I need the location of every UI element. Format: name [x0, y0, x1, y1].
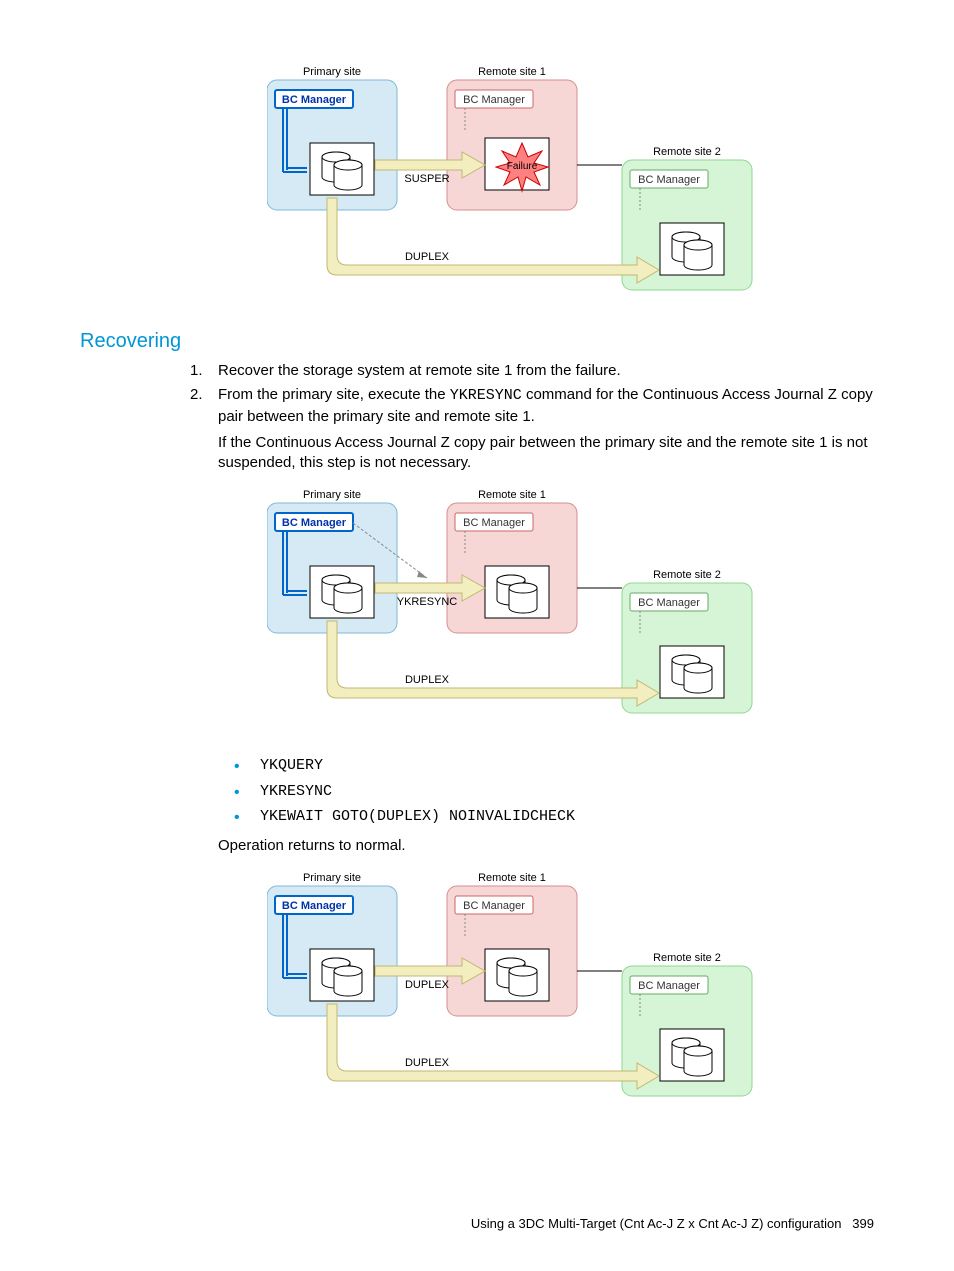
step-2-note: If the Continuous Access Journal Z copy …	[218, 433, 874, 474]
page: Primary site BC Manager Remote site 1 BC…	[0, 0, 954, 1271]
d3-remote2-label: Remote site 2	[653, 952, 721, 964]
diagram-3-wrap: Primary site BC Manager Remote site 1 BC…	[160, 866, 874, 1116]
d2-remote1-label: Remote site 1	[478, 489, 546, 501]
d2-primary-storage	[310, 566, 374, 618]
cmd-ykresync: YKRESYNC	[230, 779, 874, 805]
d2-remote1-storage	[485, 566, 549, 618]
d3-remote1-storage	[485, 949, 549, 1001]
susper-label: SUSPER	[404, 173, 449, 185]
primary-storage	[310, 143, 374, 195]
diagram-1: Primary site BC Manager Remote site 1 BC…	[267, 60, 767, 310]
diagram-1-svg: Primary site BC Manager Remote site 1 BC…	[267, 60, 767, 310]
d2-bc-primary-text: BC Manager	[282, 517, 347, 529]
remote2-label: Remote site 2	[653, 146, 721, 158]
recovery-steps: Recover the storage system at remote sit…	[190, 361, 874, 473]
footer-text: Using a 3DC Multi-Target (Cnt Ac-J Z x C…	[471, 1216, 842, 1231]
remote1-label: Remote site 1	[478, 66, 546, 78]
recovering-heading: Recovering	[80, 330, 874, 353]
closing-text: Operation returns to normal.	[218, 836, 874, 856]
primary-label: Primary site	[303, 66, 361, 78]
d2-remote2-storage	[660, 646, 724, 698]
diagram-2-wrap: Primary site BC Manager Remote site 1 BC…	[160, 483, 874, 733]
step-1-text: Recover the storage system at remote sit…	[218, 362, 621, 379]
d3-primary-storage	[310, 949, 374, 1001]
bc-remote2-text: BC Manager	[638, 174, 700, 186]
diagram-3: Primary site BC Manager Remote site 1 BC…	[267, 866, 767, 1116]
diagram-2: Primary site BC Manager Remote site 1 BC…	[267, 483, 767, 733]
d3-remote1-label: Remote site 1	[478, 872, 546, 884]
duplex-label-top: DUPLEX	[405, 979, 450, 991]
d2-bc-remote1-text: BC Manager	[463, 517, 525, 529]
arrow-duplex-bot: DUPLEX	[327, 1004, 659, 1089]
diagram-3-svg: Primary site BC Manager Remote site 1 BC…	[267, 866, 767, 1116]
bc-remote1-text: BC Manager	[463, 94, 525, 106]
step-2-cmd: YKRESYNC	[450, 387, 522, 404]
d2-primary-label: Primary site	[303, 489, 361, 501]
remote2-storage	[660, 223, 724, 275]
d3-primary-label: Primary site	[303, 872, 361, 884]
arrow-duplex-2: DUPLEX	[327, 621, 659, 706]
arrow-duplex-1: DUPLEX	[327, 198, 659, 283]
bc-primary-text: BC Manager	[282, 94, 347, 106]
duplex-label-1: DUPLEX	[405, 251, 450, 263]
page-footer: Using a 3DC Multi-Target (Cnt Ac-J Z x C…	[471, 1216, 874, 1231]
d3-remote2-storage	[660, 1029, 724, 1081]
step-2: From the primary site, execute the YKRES…	[190, 385, 874, 473]
page-number: 399	[852, 1216, 874, 1231]
diagram-2-svg: Primary site BC Manager Remote site 1 BC…	[267, 483, 767, 733]
d2-bc-remote2-text: BC Manager	[638, 597, 700, 609]
cmd-ykquery: YKQUERY	[230, 753, 874, 779]
d3-bc-remote1-text: BC Manager	[463, 900, 525, 912]
duplex-label-bot: DUPLEX	[405, 1057, 450, 1069]
d3-bc-remote2-text: BC Manager	[638, 980, 700, 992]
ykresync-label: YKRESYNC	[397, 596, 458, 608]
command-list: YKQUERY YKRESYNC YKEWAIT GOTO(DUPLEX) NO…	[230, 753, 874, 830]
cmd-ykewait: YKEWAIT GOTO(DUPLEX) NOINVALIDCHECK	[230, 804, 874, 830]
step-1: Recover the storage system at remote sit…	[190, 361, 874, 381]
step-2-a: From the primary site, execute the	[218, 386, 450, 403]
d2-remote2-label: Remote site 2	[653, 569, 721, 581]
diagram-1-wrap: Primary site BC Manager Remote site 1 BC…	[160, 60, 874, 310]
failure-text: Failure	[507, 161, 538, 172]
duplex-label-2: DUPLEX	[405, 674, 450, 686]
d3-bc-primary-text: BC Manager	[282, 900, 347, 912]
